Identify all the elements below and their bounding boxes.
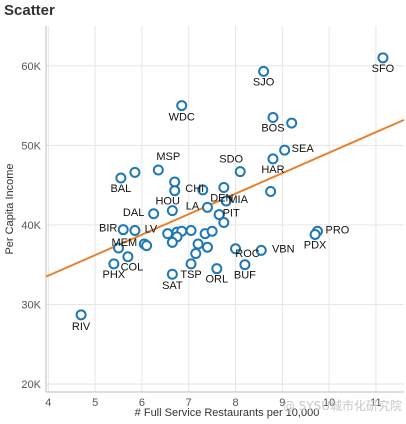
scatter-point[interactable]	[255, 244, 267, 256]
x-tick-label: 11	[370, 397, 381, 409]
point-label: BAL	[110, 183, 131, 195]
point-label: BOS	[261, 123, 284, 135]
scatter-point[interactable]	[108, 258, 120, 270]
point-label: SEA	[292, 143, 315, 155]
scatter-point[interactable]	[309, 228, 321, 240]
scatter-point[interactable]	[152, 164, 164, 176]
scatter-point[interactable]	[213, 209, 225, 221]
scatter-point[interactable]	[192, 238, 204, 250]
scatter-point[interactable]	[267, 153, 279, 165]
point-label: PIT	[223, 208, 240, 220]
scatter-point[interactable]	[166, 205, 178, 217]
scatter-point[interactable]	[185, 258, 197, 270]
scatter-point[interactable]	[234, 166, 246, 178]
scatter-point[interactable]	[122, 251, 134, 263]
scatter-point[interactable]	[117, 224, 129, 236]
scatter-point[interactable]	[176, 100, 188, 112]
x-tick-label: 4	[45, 397, 51, 409]
point-label: CHI	[185, 183, 204, 195]
scatter-point[interactable]	[220, 195, 232, 207]
scatter-point[interactable]	[201, 241, 213, 253]
scatter-point[interactable]	[166, 268, 178, 280]
x-tick-label: 10	[323, 397, 335, 409]
point-label: PRO	[326, 224, 350, 236]
scatter-point[interactable]	[129, 224, 141, 236]
point-label: HOU	[155, 196, 180, 208]
x-tick-label: 8	[232, 397, 238, 409]
point-label: SDO	[219, 154, 243, 166]
x-tick-label: 9	[279, 397, 285, 409]
point-label: MIA	[228, 194, 248, 206]
scatter-point[interactable]	[75, 309, 87, 321]
y-tick-label: 60K	[21, 61, 41, 73]
point-label: DEN	[210, 193, 233, 205]
scatter-point[interactable]	[113, 242, 125, 254]
point-label: MEM	[111, 237, 137, 249]
point-label: BUF	[234, 270, 256, 282]
scatter-point[interactable]	[258, 65, 270, 77]
point-label: SJO	[253, 76, 275, 88]
point-label: WDC	[169, 112, 195, 124]
scatter-point[interactable]	[218, 182, 230, 194]
x-tick-label: 6	[139, 397, 145, 409]
scatter-point[interactable]	[115, 172, 127, 184]
watermark-text: @ SYSU城市化研究院	[283, 398, 402, 413]
y-tick-label: 40K	[21, 220, 41, 232]
scatter-point[interactable]	[218, 217, 230, 229]
point-label: LA	[186, 200, 200, 212]
y-axis-label: Per Capita Income	[4, 163, 16, 254]
scatter-point[interactable]	[377, 52, 389, 64]
scatter-point[interactable]	[286, 117, 298, 129]
point-label: DAL	[123, 207, 144, 219]
scatter-point[interactable]	[162, 228, 174, 240]
scatter-point[interactable]	[166, 236, 178, 248]
y-tick-label: 20K	[21, 379, 41, 391]
scatter-point[interactable]	[206, 225, 218, 237]
scatter-point[interactable]	[190, 248, 202, 260]
y-tick-label: 50K	[21, 140, 41, 152]
point-label: MSP	[156, 151, 180, 163]
point-label: PHX	[103, 269, 126, 281]
point-label: PDX	[304, 239, 327, 251]
scatter-point[interactable]	[169, 185, 181, 197]
x-tick-label: 7	[186, 397, 192, 409]
scatter-point[interactable]	[169, 176, 181, 188]
point-label: BIR	[99, 223, 117, 235]
scatter-point[interactable]	[279, 144, 291, 156]
scatter-point[interactable]	[185, 224, 197, 236]
scatter-point[interactable]	[230, 243, 242, 255]
point-label: SFO	[372, 63, 395, 75]
point-label: RIV	[72, 321, 91, 333]
scatter-point[interactable]	[239, 259, 251, 271]
scatter-point[interactable]	[141, 240, 153, 252]
point-label: LV	[145, 223, 158, 235]
scatter-point[interactable]	[267, 112, 279, 123]
point-label: HAR	[261, 164, 284, 176]
scatter-point[interactable]	[148, 208, 160, 220]
point-label: VBN	[272, 243, 295, 255]
point-label: ROC	[235, 248, 260, 260]
point-label: COL	[121, 262, 144, 274]
x-axis-label: # Full Service Restaurants per 10,000	[135, 407, 320, 419]
y-tick-label: 30K	[21, 299, 41, 311]
scatter-point[interactable]	[129, 166, 141, 178]
plot-area	[46, 26, 404, 392]
point-label: TSP	[180, 269, 201, 281]
scatter-point[interactable]	[265, 185, 277, 197]
x-tick-label: 5	[92, 397, 98, 409]
scatter-point[interactable]	[211, 263, 223, 275]
scatter-point[interactable]	[197, 184, 209, 196]
scatter-point[interactable]	[201, 201, 213, 213]
point-label: ORL	[205, 274, 228, 286]
point-label: SAT	[162, 280, 183, 292]
chart-title: Scatter	[4, 2, 55, 19]
